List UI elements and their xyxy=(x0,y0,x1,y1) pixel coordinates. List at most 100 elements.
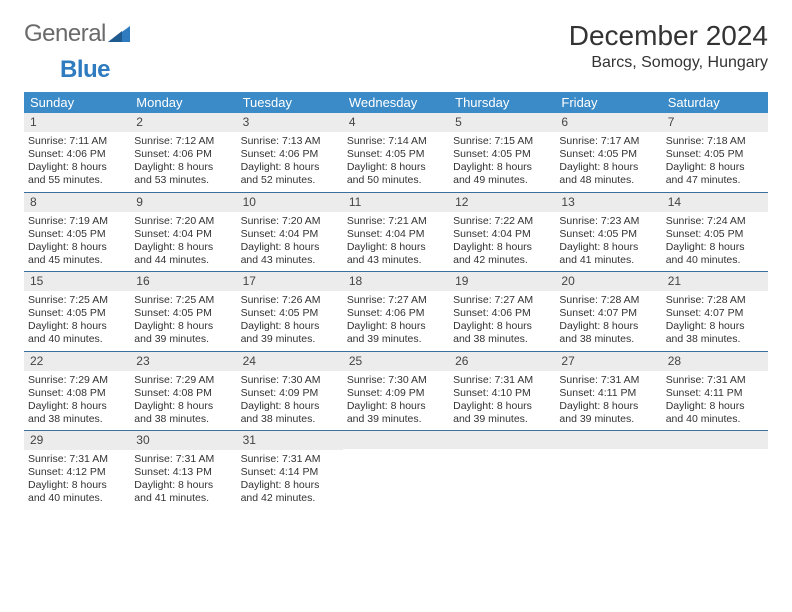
sunset-text: Sunset: 4:11 PM xyxy=(559,387,657,400)
brand-word-2: Blue xyxy=(60,56,110,84)
day-number: 30 xyxy=(130,431,236,450)
daylight-text-line1: Daylight: 8 hours xyxy=(241,479,339,492)
day-cell: 1Sunrise: 7:11 AMSunset: 4:06 PMDaylight… xyxy=(24,113,130,192)
daylight-text-line2: and 41 minutes. xyxy=(559,254,657,267)
daylight-text-line2: and 39 minutes. xyxy=(134,333,232,346)
sunset-text: Sunset: 4:04 PM xyxy=(347,228,445,241)
daylight-text-line2: and 43 minutes. xyxy=(241,254,339,267)
day-cell: 27Sunrise: 7:31 AMSunset: 4:11 PMDayligh… xyxy=(555,352,661,431)
daylight-text-line1: Daylight: 8 hours xyxy=(666,241,764,254)
sunrise-text: Sunrise: 7:28 AM xyxy=(666,294,764,307)
calendar: SundayMondayTuesdayWednesdayThursdayFrid… xyxy=(24,92,768,510)
sunset-text: Sunset: 4:05 PM xyxy=(559,148,657,161)
sunset-text: Sunset: 4:04 PM xyxy=(453,228,551,241)
sunrise-text: Sunrise: 7:22 AM xyxy=(453,215,551,228)
day-cell: 26Sunrise: 7:31 AMSunset: 4:10 PMDayligh… xyxy=(449,352,555,431)
daylight-text-line1: Daylight: 8 hours xyxy=(241,241,339,254)
daylight-text-line2: and 39 minutes. xyxy=(453,413,551,426)
sunset-text: Sunset: 4:09 PM xyxy=(347,387,445,400)
day-number: 5 xyxy=(449,113,555,132)
daylight-text-line2: and 38 minutes. xyxy=(453,333,551,346)
daylight-text-line1: Daylight: 8 hours xyxy=(666,400,764,413)
day-cell: 9Sunrise: 7:20 AMSunset: 4:04 PMDaylight… xyxy=(130,193,236,272)
day-cell xyxy=(343,431,449,510)
brand-triangle-icon xyxy=(108,24,132,44)
day-cell xyxy=(555,431,661,510)
day-cell: 21Sunrise: 7:28 AMSunset: 4:07 PMDayligh… xyxy=(662,272,768,351)
day-cell: 13Sunrise: 7:23 AMSunset: 4:05 PMDayligh… xyxy=(555,193,661,272)
day-cell: 19Sunrise: 7:27 AMSunset: 4:06 PMDayligh… xyxy=(449,272,555,351)
sunset-text: Sunset: 4:04 PM xyxy=(241,228,339,241)
daylight-text-line2: and 41 minutes. xyxy=(134,492,232,505)
sunrise-text: Sunrise: 7:25 AM xyxy=(28,294,126,307)
daylight-text-line1: Daylight: 8 hours xyxy=(134,400,232,413)
day-cell: 23Sunrise: 7:29 AMSunset: 4:08 PMDayligh… xyxy=(130,352,236,431)
sunset-text: Sunset: 4:05 PM xyxy=(134,307,232,320)
sunrise-text: Sunrise: 7:20 AM xyxy=(134,215,232,228)
day-number: 11 xyxy=(343,193,449,212)
sunset-text: Sunset: 4:12 PM xyxy=(28,466,126,479)
week-row: 22Sunrise: 7:29 AMSunset: 4:08 PMDayligh… xyxy=(24,351,768,431)
daylight-text-line2: and 39 minutes. xyxy=(347,333,445,346)
weekday-header-cell: Thursday xyxy=(449,92,555,113)
daylight-text-line2: and 42 minutes. xyxy=(453,254,551,267)
sunset-text: Sunset: 4:05 PM xyxy=(347,148,445,161)
sunset-text: Sunset: 4:06 PM xyxy=(453,307,551,320)
day-cell: 2Sunrise: 7:12 AMSunset: 4:06 PMDaylight… xyxy=(130,113,236,192)
sunrise-text: Sunrise: 7:11 AM xyxy=(28,135,126,148)
sunset-text: Sunset: 4:06 PM xyxy=(134,148,232,161)
daylight-text-line2: and 50 minutes. xyxy=(347,174,445,187)
daylight-text-line2: and 40 minutes. xyxy=(666,413,764,426)
sunrise-text: Sunrise: 7:15 AM xyxy=(453,135,551,148)
sunrise-text: Sunrise: 7:18 AM xyxy=(666,135,764,148)
day-cell: 15Sunrise: 7:25 AMSunset: 4:05 PMDayligh… xyxy=(24,272,130,351)
daylight-text-line2: and 39 minutes. xyxy=(241,333,339,346)
weekday-header-cell: Monday xyxy=(130,92,236,113)
day-cell xyxy=(662,431,768,510)
sunrise-text: Sunrise: 7:12 AM xyxy=(134,135,232,148)
sunrise-text: Sunrise: 7:25 AM xyxy=(134,294,232,307)
sunrise-text: Sunrise: 7:23 AM xyxy=(559,215,657,228)
sunrise-text: Sunrise: 7:31 AM xyxy=(559,374,657,387)
day-number: 15 xyxy=(24,272,130,291)
daylight-text-line2: and 53 minutes. xyxy=(134,174,232,187)
daylight-text-line2: and 38 minutes. xyxy=(666,333,764,346)
day-number: 24 xyxy=(237,352,343,371)
sunset-text: Sunset: 4:05 PM xyxy=(559,228,657,241)
daylight-text-line1: Daylight: 8 hours xyxy=(241,161,339,174)
day-cell: 25Sunrise: 7:30 AMSunset: 4:09 PMDayligh… xyxy=(343,352,449,431)
day-number: 16 xyxy=(130,272,236,291)
daylight-text-line1: Daylight: 8 hours xyxy=(28,479,126,492)
day-cell: 18Sunrise: 7:27 AMSunset: 4:06 PMDayligh… xyxy=(343,272,449,351)
sunset-text: Sunset: 4:07 PM xyxy=(559,307,657,320)
sunrise-text: Sunrise: 7:14 AM xyxy=(347,135,445,148)
sunset-text: Sunset: 4:05 PM xyxy=(666,228,764,241)
daylight-text-line1: Daylight: 8 hours xyxy=(347,241,445,254)
day-cell: 12Sunrise: 7:22 AMSunset: 4:04 PMDayligh… xyxy=(449,193,555,272)
day-number: 14 xyxy=(662,193,768,212)
day-cell: 22Sunrise: 7:29 AMSunset: 4:08 PMDayligh… xyxy=(24,352,130,431)
brand-logo: General xyxy=(24,20,134,48)
daylight-text-line2: and 38 minutes. xyxy=(241,413,339,426)
day-number: 26 xyxy=(449,352,555,371)
daylight-text-line1: Daylight: 8 hours xyxy=(28,400,126,413)
sunrise-text: Sunrise: 7:29 AM xyxy=(134,374,232,387)
day-cell: 29Sunrise: 7:31 AMSunset: 4:12 PMDayligh… xyxy=(24,431,130,510)
day-number: 10 xyxy=(237,193,343,212)
sunset-text: Sunset: 4:05 PM xyxy=(453,148,551,161)
weekday-header-cell: Wednesday xyxy=(343,92,449,113)
day-number xyxy=(449,431,555,449)
weekday-header-row: SundayMondayTuesdayWednesdayThursdayFrid… xyxy=(24,92,768,113)
daylight-text-line1: Daylight: 8 hours xyxy=(666,320,764,333)
daylight-text-line2: and 52 minutes. xyxy=(241,174,339,187)
daylight-text-line2: and 43 minutes. xyxy=(347,254,445,267)
weekday-header-cell: Saturday xyxy=(662,92,768,113)
sunset-text: Sunset: 4:11 PM xyxy=(666,387,764,400)
week-row: 1Sunrise: 7:11 AMSunset: 4:06 PMDaylight… xyxy=(24,113,768,192)
day-number: 25 xyxy=(343,352,449,371)
day-cell: 10Sunrise: 7:20 AMSunset: 4:04 PMDayligh… xyxy=(237,193,343,272)
sunset-text: Sunset: 4:14 PM xyxy=(241,466,339,479)
sunrise-text: Sunrise: 7:31 AM xyxy=(241,453,339,466)
daylight-text-line1: Daylight: 8 hours xyxy=(28,320,126,333)
sunrise-text: Sunrise: 7:26 AM xyxy=(241,294,339,307)
